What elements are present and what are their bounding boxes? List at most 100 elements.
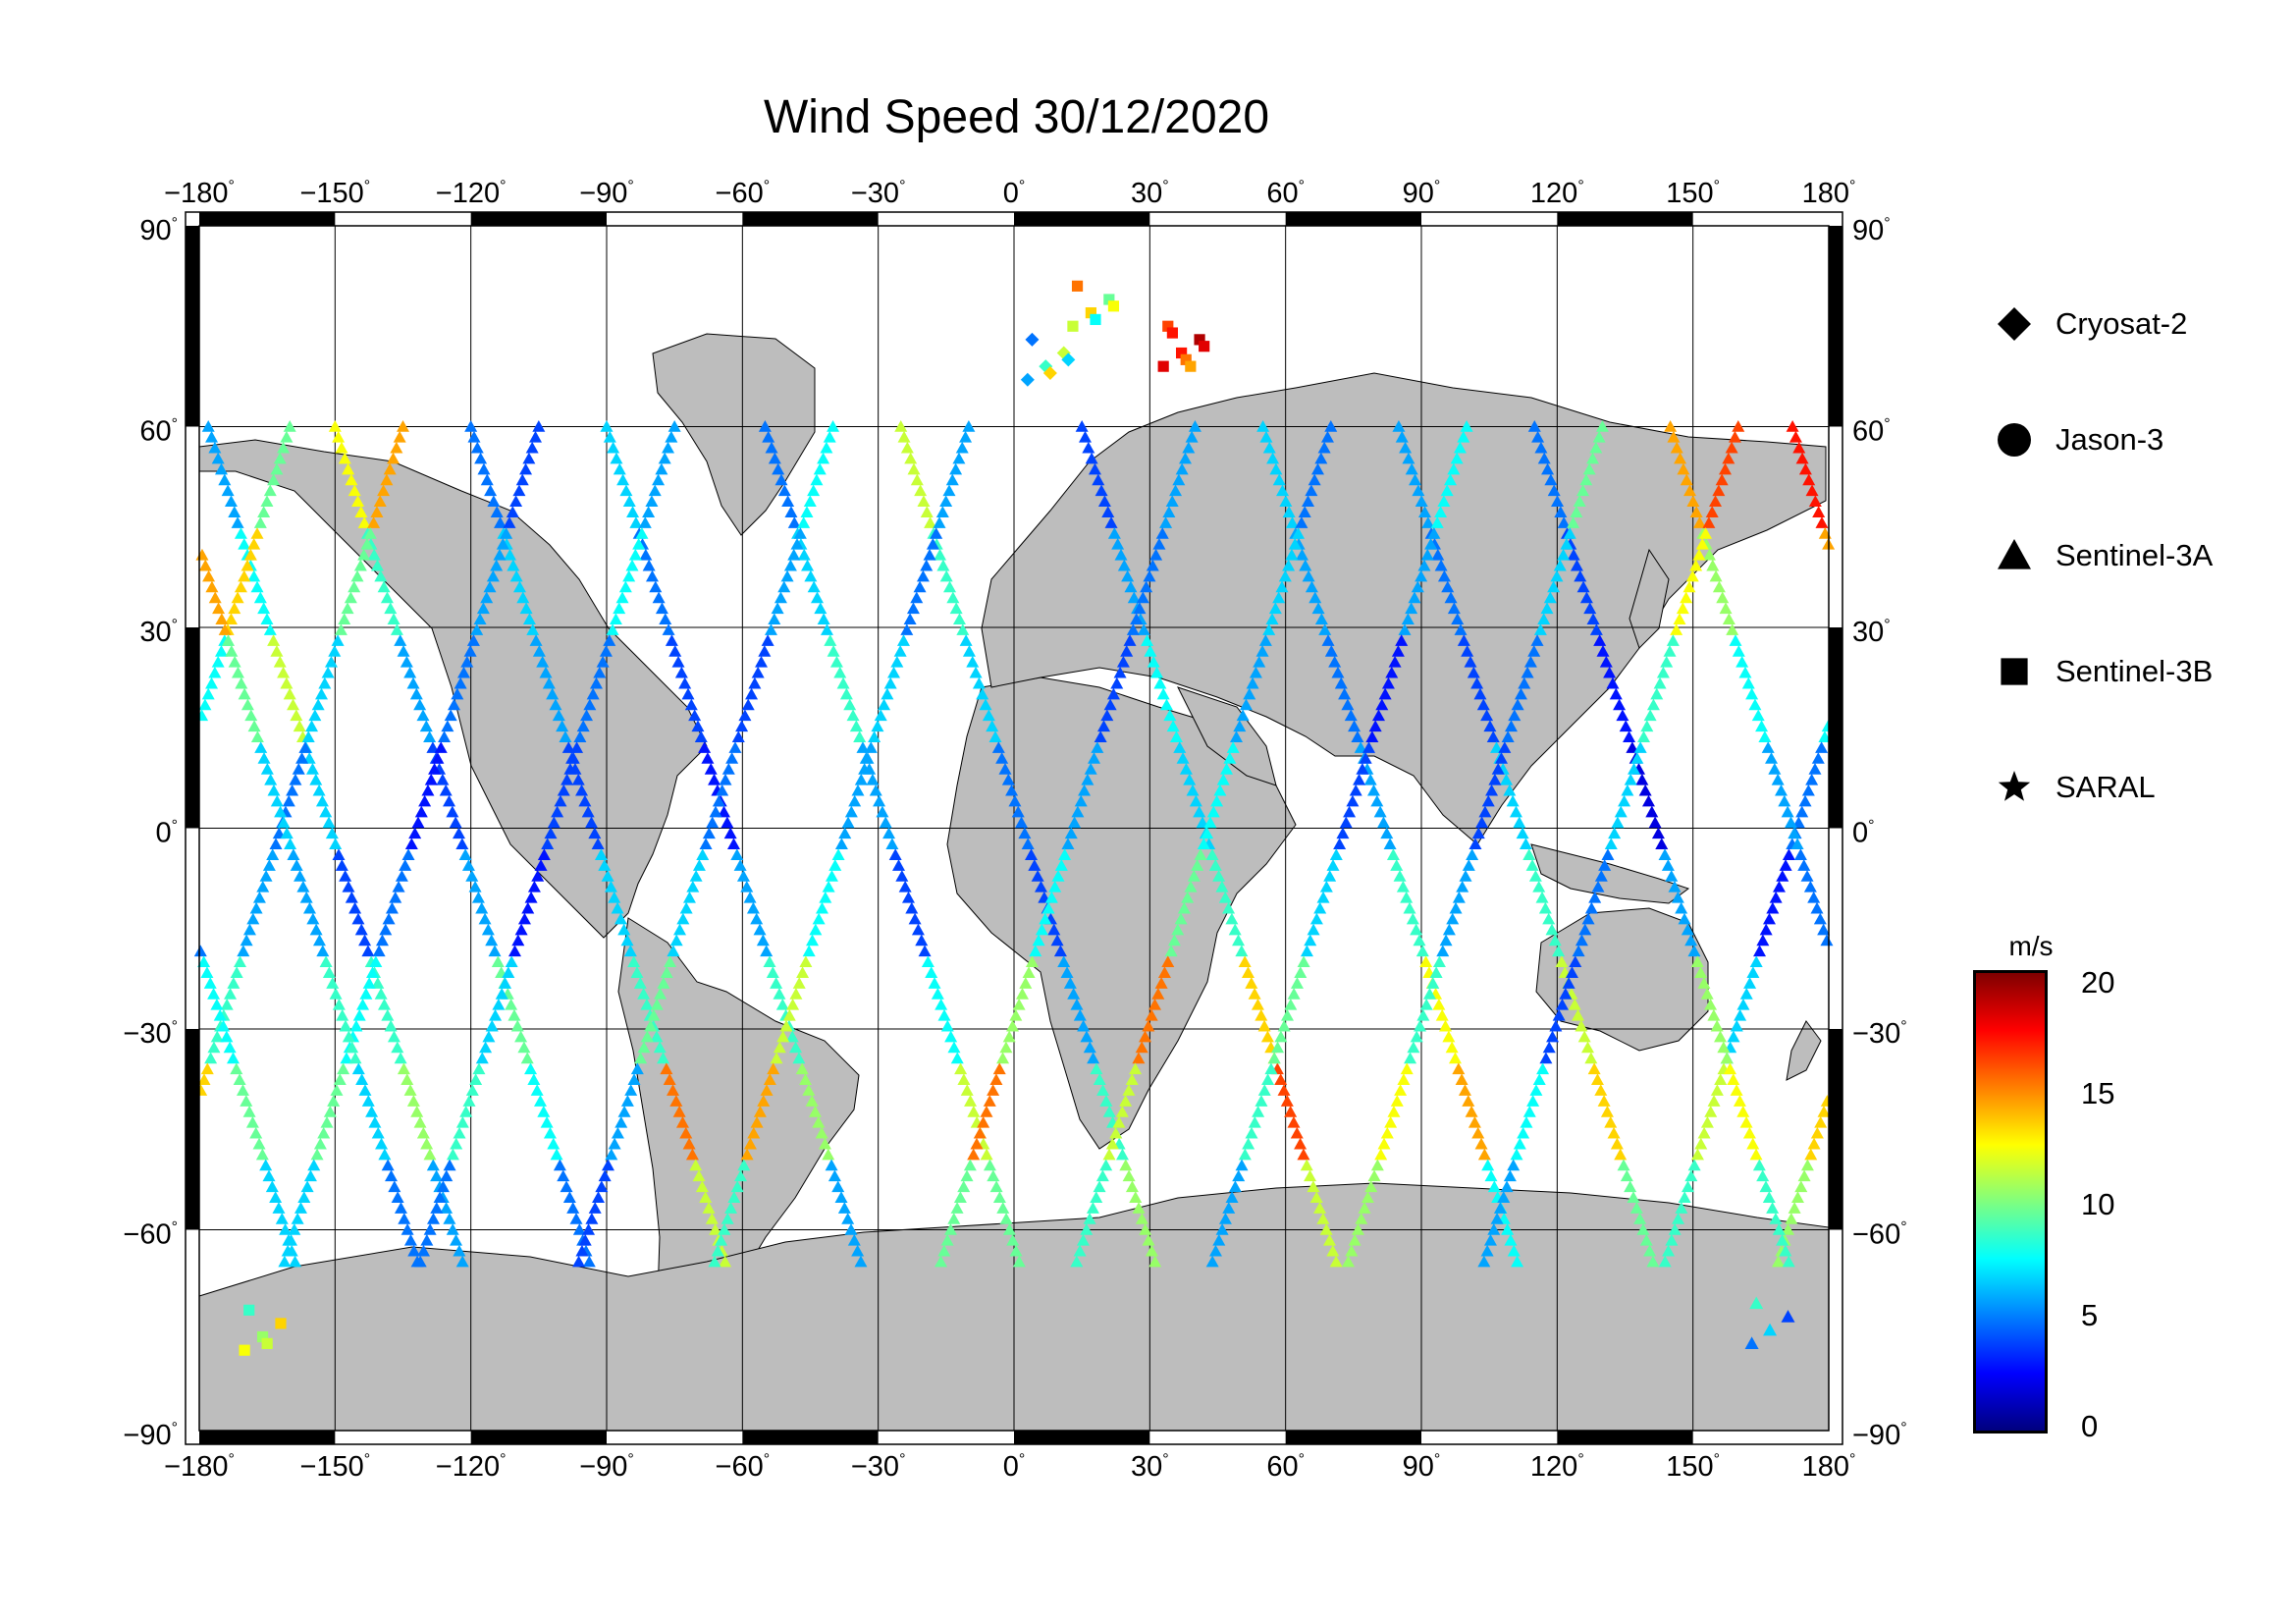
track-point — [1490, 1213, 1504, 1224]
track-point — [1452, 1062, 1466, 1075]
track-point — [1151, 988, 1165, 1000]
track-point — [225, 645, 239, 657]
track-point — [719, 773, 732, 785]
track-point — [1359, 752, 1372, 764]
track-point — [456, 666, 470, 678]
track-point — [679, 901, 693, 914]
track-point — [1287, 1115, 1301, 1128]
colorbar-unit: m/s — [2008, 931, 2054, 961]
track-point — [505, 998, 518, 1010]
track-point — [1784, 816, 1797, 829]
track-point — [1294, 1137, 1308, 1150]
track-point — [1405, 462, 1418, 475]
track-point — [379, 923, 393, 936]
track-point — [854, 773, 868, 785]
track-point — [963, 1159, 977, 1171]
track-point — [1576, 484, 1590, 497]
track-point — [383, 462, 397, 475]
track-point — [818, 1137, 831, 1150]
track-point — [896, 634, 910, 646]
track-point — [976, 687, 989, 700]
track-point — [657, 1052, 670, 1064]
track-point — [805, 1095, 819, 1107]
track-point — [1803, 880, 1817, 893]
track-point — [1032, 934, 1045, 947]
track-point — [270, 794, 284, 807]
track-point — [743, 1137, 757, 1150]
track-point — [1540, 602, 1554, 615]
track-point — [1191, 859, 1204, 871]
track-point — [786, 998, 800, 1010]
track-point — [1727, 1073, 1740, 1086]
track-point — [1779, 859, 1792, 871]
track-point — [1807, 891, 1821, 903]
track-point — [1681, 923, 1694, 936]
lon-tick-top-2: −120° — [436, 178, 507, 209]
track-point — [1399, 441, 1413, 454]
track-point — [1420, 548, 1434, 561]
track-point — [763, 1073, 776, 1086]
track-point — [486, 569, 500, 582]
track-point — [1487, 1223, 1501, 1235]
track-point — [1336, 827, 1350, 839]
track-point — [446, 805, 459, 818]
track-point — [1626, 741, 1639, 753]
track-point — [492, 998, 506, 1010]
track-point — [478, 912, 492, 925]
colorbar-tick-20: 20 — [2081, 965, 2115, 1000]
track-point — [1343, 805, 1357, 818]
track-point — [644, 1019, 658, 1032]
track-point — [1610, 1137, 1624, 1150]
track-point — [1272, 473, 1286, 486]
track-point — [1331, 666, 1345, 678]
track-point — [1179, 763, 1193, 775]
track-point — [836, 676, 850, 689]
track-point — [551, 805, 564, 818]
track-point — [1480, 709, 1494, 722]
track-point — [960, 1084, 974, 1096]
track-point — [305, 763, 319, 775]
track-point — [238, 537, 251, 550]
track-point — [514, 1030, 528, 1043]
track-point — [262, 859, 276, 871]
track-point — [1743, 977, 1757, 989]
track-point — [1700, 1115, 1714, 1128]
track-point — [1363, 773, 1377, 785]
track-point — [1292, 527, 1306, 539]
track-point — [373, 495, 387, 508]
track-point — [230, 966, 243, 978]
track-point — [377, 580, 391, 593]
track-point — [1730, 1019, 1743, 1032]
track-point — [802, 1084, 816, 1096]
track-point — [696, 848, 710, 860]
track-point — [547, 816, 561, 829]
track-point — [516, 591, 530, 604]
track-point — [1300, 1159, 1313, 1171]
track-point — [423, 730, 437, 742]
track-point — [1246, 676, 1259, 689]
track-point — [841, 1213, 855, 1224]
track-point — [250, 730, 264, 742]
track-point — [207, 1041, 221, 1054]
track-point — [477, 462, 491, 475]
track-point — [1002, 1223, 1016, 1235]
track-point — [1465, 1106, 1478, 1117]
track-point — [337, 1062, 350, 1075]
track-point — [306, 912, 320, 925]
track-point — [549, 698, 562, 711]
track-point — [490, 506, 504, 517]
track-point — [1229, 730, 1243, 742]
track-point — [1759, 923, 1773, 936]
track-point — [488, 945, 502, 957]
track-point — [813, 462, 827, 475]
lat-tick-right-5: −60° — [1852, 1219, 1907, 1251]
track-point — [1617, 1159, 1630, 1171]
track-point — [554, 794, 567, 807]
track-point — [1675, 901, 1688, 914]
track-point — [1185, 430, 1199, 443]
track-point — [1687, 945, 1701, 957]
track-point — [1643, 709, 1657, 722]
track-point — [992, 1191, 1006, 1203]
track-point — [1618, 794, 1631, 807]
track-point — [234, 580, 247, 593]
